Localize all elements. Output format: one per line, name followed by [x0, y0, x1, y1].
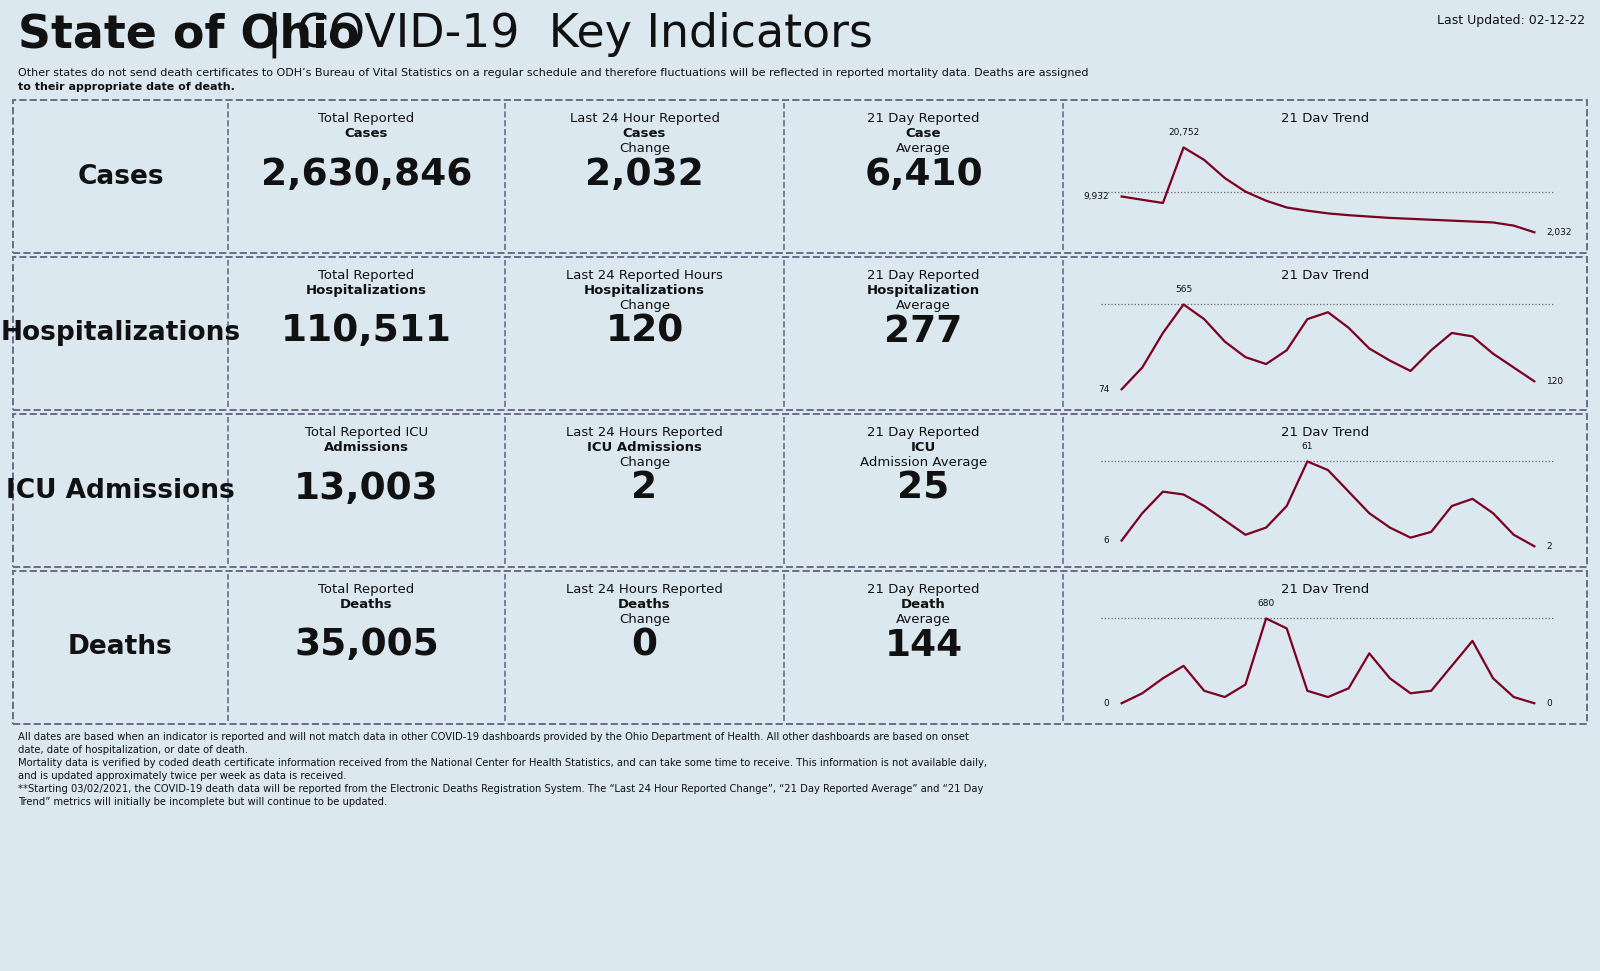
Text: Deaths: Deaths [618, 598, 670, 611]
Text: 0: 0 [1547, 699, 1552, 708]
Text: Deaths: Deaths [341, 598, 394, 611]
Text: 21 Day Reported: 21 Day Reported [867, 269, 979, 282]
Text: Total Reported: Total Reported [318, 269, 414, 282]
Text: Change: Change [619, 613, 670, 626]
Text: Hospitalizations: Hospitalizations [306, 284, 427, 297]
Text: 21 Day Trend: 21 Day Trend [1282, 583, 1370, 596]
Text: Change: Change [619, 299, 670, 312]
Text: Trend” metrics will initially be incomplete but will continue to be updated.: Trend” metrics will initially be incompl… [18, 797, 387, 807]
Text: Change: Change [619, 456, 670, 469]
Text: 2,032: 2,032 [1547, 228, 1573, 237]
Text: 277: 277 [885, 314, 963, 350]
Text: 13,003: 13,003 [294, 471, 438, 507]
Bar [13, 100, 1587, 253]
Text: **Starting 03/02/2021, the COVID-19 death data will be reported from the Electro: **Starting 03/02/2021, the COVID-19 deat… [18, 784, 984, 794]
Text: 21 Day Trend: 21 Day Trend [1282, 269, 1370, 282]
Text: 6,410: 6,410 [864, 156, 982, 192]
Text: Last 24 Hours Reported: Last 24 Hours Reported [566, 583, 723, 596]
Text: to their appropriate date of death.: to their appropriate date of death. [18, 82, 235, 92]
Text: Hospitalizations: Hospitalizations [584, 284, 706, 297]
Bar [13, 571, 1587, 724]
Text: Cases: Cases [622, 127, 666, 140]
Text: Hospitalization: Hospitalization [867, 284, 981, 297]
Text: Cases: Cases [77, 163, 163, 189]
Text: Last 24 Hour Reported: Last 24 Hour Reported [570, 112, 720, 125]
Text: 21 Day Reported: 21 Day Reported [867, 112, 979, 125]
Text: ICU: ICU [910, 441, 936, 454]
Text: 680: 680 [1258, 599, 1275, 608]
Text: Admissions: Admissions [323, 441, 410, 454]
Bar [13, 414, 1587, 567]
Text: 110,511: 110,511 [282, 314, 453, 350]
Text: Cases: Cases [346, 127, 389, 140]
Text: and is updated approximately twice per week as data is received.: and is updated approximately twice per w… [18, 771, 347, 781]
Text: ICU Admissions: ICU Admissions [6, 478, 235, 504]
Text: | COVID-19  Key Indicators: | COVID-19 Key Indicators [253, 12, 874, 58]
Text: 21 Day Trend: 21 Day Trend [1282, 112, 1370, 125]
Bar [13, 257, 1587, 410]
Text: 35,005: 35,005 [294, 627, 438, 663]
Text: 565: 565 [1174, 285, 1192, 294]
Text: Other states do not send death certificates to ODH’s Bureau of Vital Statistics : Other states do not send death certifica… [18, 68, 1088, 78]
Text: State of Ohio: State of Ohio [18, 12, 360, 57]
Text: Average: Average [896, 299, 950, 312]
Text: 2,630,846: 2,630,846 [261, 156, 472, 192]
Text: Change: Change [619, 142, 670, 155]
Text: date, date of hospitalization, or date of death.: date, date of hospitalization, or date o… [18, 745, 248, 755]
Text: 21 Day Trend: 21 Day Trend [1282, 426, 1370, 439]
Text: 21 Day Reported: 21 Day Reported [867, 426, 979, 439]
Text: 2: 2 [632, 471, 658, 507]
Text: 21 Day Reported: 21 Day Reported [867, 583, 979, 596]
Text: 0: 0 [1104, 699, 1109, 708]
Text: 61: 61 [1302, 442, 1314, 452]
Text: 120: 120 [1547, 377, 1563, 385]
Text: Case: Case [906, 127, 941, 140]
Text: Average: Average [896, 142, 950, 155]
Text: 20,752: 20,752 [1168, 128, 1198, 137]
Text: Death: Death [901, 598, 946, 611]
Text: 2: 2 [1547, 542, 1552, 551]
Text: 6: 6 [1104, 536, 1109, 545]
Text: Total Reported: Total Reported [318, 112, 414, 125]
Text: All dates are based when an indicator is reported and will not match data in oth: All dates are based when an indicator is… [18, 732, 970, 742]
Text: Last 24 Reported Hours: Last 24 Reported Hours [566, 269, 723, 282]
Text: 0: 0 [632, 627, 658, 663]
Text: 74: 74 [1098, 385, 1109, 394]
Text: Hospitalizations: Hospitalizations [0, 320, 240, 347]
Text: 144: 144 [885, 627, 963, 663]
Text: Total Reported ICU: Total Reported ICU [306, 426, 429, 439]
Text: Last Updated: 02-12-22: Last Updated: 02-12-22 [1437, 14, 1586, 27]
Text: Last 24 Hours Reported: Last 24 Hours Reported [566, 426, 723, 439]
Text: Admission Average: Admission Average [859, 456, 987, 469]
Text: 2,032: 2,032 [586, 156, 704, 192]
Text: 25: 25 [898, 471, 950, 507]
Text: Total Reported: Total Reported [318, 583, 414, 596]
Text: Average: Average [896, 613, 950, 626]
Text: 120: 120 [605, 314, 683, 350]
Text: Deaths: Deaths [69, 634, 173, 660]
Text: 9,932: 9,932 [1083, 192, 1109, 201]
Text: ICU Admissions: ICU Admissions [587, 441, 702, 454]
Text: Mortality data is verified by coded death certificate information received from : Mortality data is verified by coded deat… [18, 758, 987, 768]
